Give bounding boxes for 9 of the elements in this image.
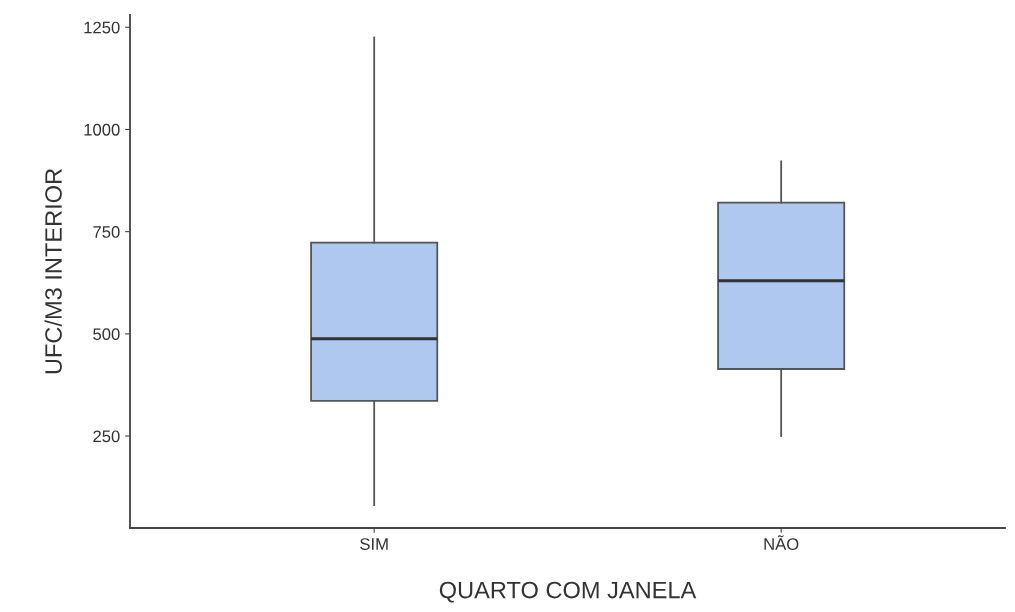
y-axis-title: UFC/M3 INTERIOR [44,168,62,374]
x-tick-label: SIM [360,538,388,550]
y-tick-label: 500 [93,328,120,341]
y-tick-label: 750 [93,226,120,238]
x-tick-label: NÃO [764,535,799,550]
y-tick-label: 1250 [84,21,120,34]
y-tick-label: 1000 [84,123,120,136]
y-tick-label: 250 [93,430,120,443]
x-axis-title: QUARTO COM JANELA [439,581,697,603]
